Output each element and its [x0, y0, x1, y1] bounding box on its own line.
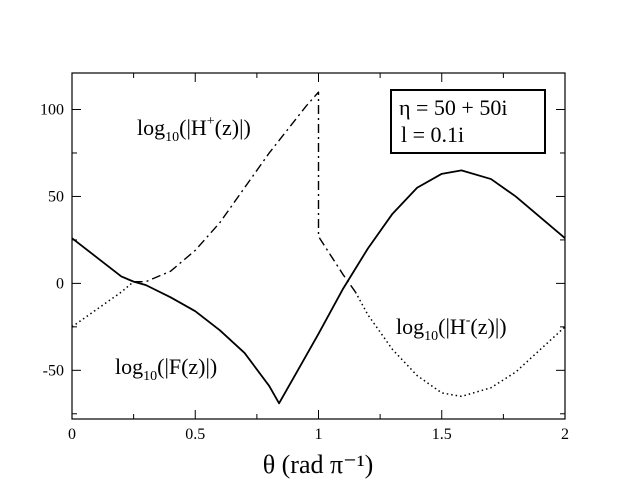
- x-tick-label: 1.5: [432, 426, 452, 443]
- x-axis-label: θ (rad π⁻¹): [263, 450, 374, 479]
- legend-entry-l: l = 0.1i: [401, 122, 464, 147]
- y-tick-label: -50: [43, 362, 64, 379]
- legend-entry-eta: η = 50 + 50i: [399, 95, 507, 120]
- annotation-f-rest: (|F(z)|): [157, 354, 217, 379]
- y-tick-label: 100: [40, 102, 64, 119]
- x-tick-label: 1: [315, 426, 323, 443]
- annotation-h-minus-prefix: log: [396, 314, 424, 339]
- annotation-f-sub: 10: [143, 369, 157, 384]
- legend-box: [390, 89, 546, 154]
- series-lines: [71, 91, 566, 405]
- annotation-h-minus-sub: 10: [424, 329, 438, 344]
- annotation-h-plus-open: (|H: [179, 115, 207, 140]
- axis-ticks: [71, 73, 566, 419]
- x-tick-label: 0.5: [185, 426, 205, 443]
- annotation-h-plus: log10(|H+(z)|): [137, 114, 251, 145]
- annotation-h-minus: log10(|H-(z)|): [396, 313, 507, 344]
- x-tick-label: 0: [68, 426, 76, 443]
- annotation-h-plus-sup: +: [207, 114, 215, 129]
- y-tick-label: 0: [56, 275, 64, 292]
- y-tick-label: 50: [48, 188, 64, 205]
- series-line-0: [71, 169, 566, 405]
- annotation-h-minus-open: (|H: [438, 314, 466, 339]
- x-tick-label: 2: [561, 426, 569, 443]
- legend: η = 50 + 50i l = 0.1i: [390, 89, 546, 154]
- annotation-f: log10(|F(z)|): [115, 354, 217, 384]
- annotation-f-prefix: log: [115, 354, 143, 379]
- annotation-h-plus-close: (z)|): [215, 115, 251, 140]
- axis-tick-labels: 0 0.5 1 1.5 2 -50 0 50 100: [40, 102, 569, 443]
- annotation-h-plus-sub: 10: [165, 130, 179, 145]
- series-line-1: [133, 91, 357, 293]
- series-line-2: [71, 281, 566, 398]
- annotation-h-plus-prefix: log: [137, 115, 165, 140]
- annotation-h-minus-sup: -: [466, 313, 471, 328]
- annotation-h-minus-close: (z)|): [470, 314, 506, 339]
